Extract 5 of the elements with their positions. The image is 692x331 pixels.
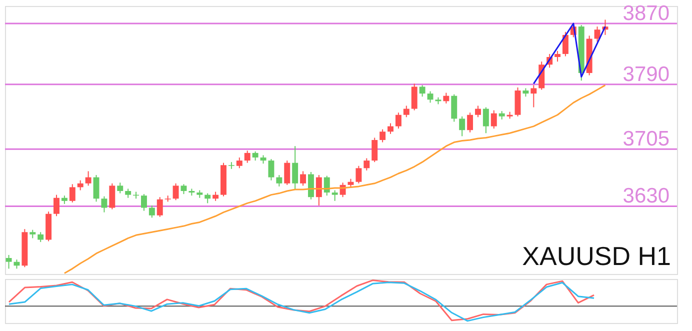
y-tick-label: 3705 xyxy=(622,128,670,151)
annotation: XAUUSD H1 xyxy=(522,241,671,271)
y-tick-label: 3870 xyxy=(622,2,670,26)
y-tick-label: 3790 xyxy=(622,62,670,86)
y-tick-label: 3630 xyxy=(622,184,670,208)
